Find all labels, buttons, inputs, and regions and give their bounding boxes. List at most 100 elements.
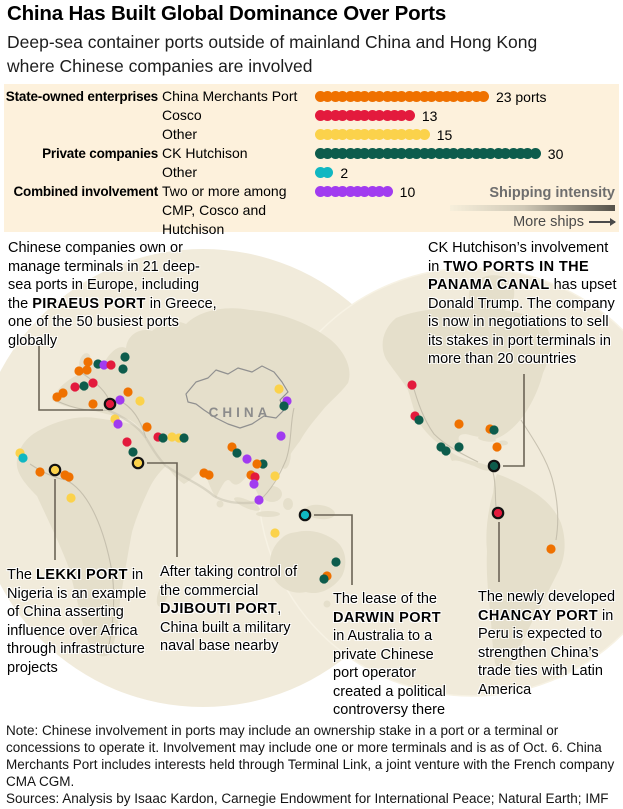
legend-dot bbox=[455, 148, 467, 159]
sumatra-landmass bbox=[234, 497, 260, 511]
legend-dot bbox=[470, 91, 482, 102]
port-dot bbox=[118, 364, 128, 374]
legend-dot bbox=[315, 167, 326, 178]
legend-row: State-owned enterprises China Merchants P… bbox=[4, 87, 619, 106]
port-dot bbox=[546, 544, 556, 554]
annotation-text: in Nigeria is an example of China assert… bbox=[7, 567, 147, 676]
china-label: CHINA bbox=[209, 405, 272, 420]
port-dot bbox=[331, 557, 341, 567]
legend-company-label: Other bbox=[162, 126, 198, 142]
port-dot bbox=[414, 415, 424, 425]
port-dot bbox=[204, 470, 214, 480]
port-name-emphasis: LEKKI PORT bbox=[36, 567, 128, 583]
port-dot bbox=[489, 425, 499, 435]
highlighted-port-dot bbox=[298, 508, 312, 522]
route-line bbox=[65, 479, 115, 651]
port-dot bbox=[115, 395, 125, 405]
legend-dot bbox=[352, 186, 364, 197]
source-text: Sources: Analysis by Isaac Kardon, Carne… bbox=[6, 791, 609, 809]
srilanka-landmass bbox=[216, 500, 224, 508]
route-line bbox=[165, 465, 259, 505]
legend-row: Other 15 bbox=[4, 125, 619, 144]
leader-lines bbox=[38, 336, 525, 585]
highlighted-port-dot bbox=[491, 506, 505, 520]
annotation-text: The bbox=[7, 567, 37, 583]
legend-company-label: Other bbox=[162, 164, 198, 180]
highlighted-port-dot bbox=[487, 459, 501, 473]
legend-dot bbox=[411, 91, 423, 102]
legend-dot bbox=[322, 148, 334, 159]
page-title: China Has Built Global Dominance Over Po… bbox=[7, 2, 447, 25]
annotation-text: in Greece, one of the 50 busiest ports g… bbox=[8, 295, 217, 349]
legend-dot bbox=[366, 91, 378, 102]
route-line bbox=[29, 463, 67, 481]
port-dot bbox=[167, 432, 177, 442]
legend-dot-row: 15 bbox=[315, 125, 619, 144]
legend-dot bbox=[433, 91, 445, 102]
legend-dot bbox=[359, 91, 371, 102]
tasmania-landmass bbox=[323, 600, 331, 608]
china-border bbox=[185, 365, 289, 429]
legend-dot-row: 10 bbox=[315, 182, 619, 201]
landmass-west bbox=[382, 275, 565, 672]
legend-count-label: 13 bbox=[421, 107, 438, 124]
highlighted-port-dot bbox=[131, 456, 145, 470]
japan-landmass bbox=[289, 381, 302, 421]
more-ships-label: More ships bbox=[513, 214, 584, 230]
annotation-chancay: The newly developed CHANCAY PORT in Peru… bbox=[478, 588, 623, 699]
legend-dot bbox=[381, 129, 393, 140]
legend-dot bbox=[426, 148, 438, 159]
port-dots bbox=[15, 352, 556, 584]
legend-dot bbox=[381, 186, 393, 197]
port-name-emphasis: CHANCAY PORT bbox=[478, 607, 599, 624]
port-dot bbox=[441, 446, 451, 456]
route-line bbox=[520, 419, 559, 541]
legend-dot bbox=[396, 148, 408, 159]
port-dot bbox=[242, 454, 252, 464]
legend-dot bbox=[352, 129, 364, 140]
legend-dot bbox=[522, 148, 534, 159]
world-map: CHINA Chinese companies own or manage te… bbox=[0, 232, 623, 718]
port-dot bbox=[254, 495, 264, 505]
port-dot bbox=[123, 387, 133, 397]
legend-dot-row: 30 bbox=[315, 144, 619, 163]
route-line bbox=[121, 401, 147, 439]
legend-dot bbox=[381, 110, 393, 121]
legend-dot bbox=[374, 148, 386, 159]
legend-dot bbox=[374, 110, 386, 121]
legend-row: Combined involvement Two or more among CM… bbox=[4, 182, 619, 239]
legend-dot bbox=[315, 186, 326, 197]
legend-dot bbox=[440, 91, 452, 102]
legend-dot bbox=[344, 186, 356, 197]
legend-dot bbox=[329, 91, 341, 102]
port-dot bbox=[249, 479, 259, 489]
legend-dot bbox=[344, 129, 356, 140]
route-line bbox=[257, 407, 295, 503]
legend-count-label: 10 bbox=[399, 183, 416, 200]
leader-line-darwin bbox=[314, 514, 353, 585]
legend-dot bbox=[477, 91, 489, 102]
port-dot bbox=[179, 433, 189, 443]
footnote-text: Note: Chinese involvement in ports may i… bbox=[6, 723, 615, 789]
legend-dot bbox=[374, 91, 386, 102]
legend-dot bbox=[322, 110, 334, 121]
annotation-darwin: The lease of the DARWIN PORT in Australi… bbox=[333, 590, 455, 720]
legend-panel: State-owned enterprises China Merchants P… bbox=[4, 84, 619, 237]
port-dot bbox=[82, 365, 92, 375]
legend-dot bbox=[359, 186, 371, 197]
annotation-panama: CK Hutchison’s involvement in TWO PORTS … bbox=[428, 239, 620, 369]
china-outline: CHINA bbox=[185, 365, 289, 429]
port-dot bbox=[79, 381, 89, 391]
legend-dot bbox=[389, 110, 401, 121]
legend-dot bbox=[352, 91, 364, 102]
legend-dot bbox=[366, 129, 378, 140]
legend-dot bbox=[470, 148, 482, 159]
annotation-text: After taking control of the commercial bbox=[160, 564, 298, 599]
leader-line-piraeus bbox=[38, 336, 103, 411]
annotation-text: , China built a military naval base near… bbox=[160, 601, 291, 654]
legend-dot bbox=[418, 129, 430, 140]
shipping-routes-east bbox=[29, 372, 295, 651]
port-dot bbox=[128, 447, 138, 457]
sulawesi-landmass bbox=[283, 498, 293, 510]
leader-line-panama bbox=[503, 374, 525, 467]
